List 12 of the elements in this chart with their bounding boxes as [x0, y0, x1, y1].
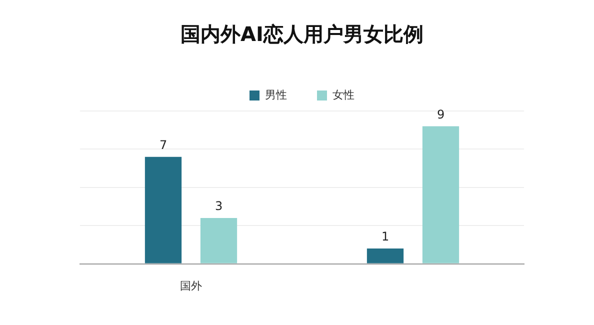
legend-label: 男性	[265, 88, 287, 102]
bar	[144, 156, 182, 264]
data-label: 7	[159, 138, 168, 152]
bar	[366, 248, 404, 264]
bar	[200, 218, 238, 264]
data-label: 3	[214, 199, 223, 214]
x-tick-label: 国外	[180, 279, 202, 292]
chart-title: 国内外AI恋人用户男女比例	[180, 22, 424, 46]
legend-label: 女性	[332, 88, 354, 102]
data-label: 9	[436, 107, 445, 122]
data-label: 1	[381, 230, 390, 244]
bar	[422, 126, 460, 264]
